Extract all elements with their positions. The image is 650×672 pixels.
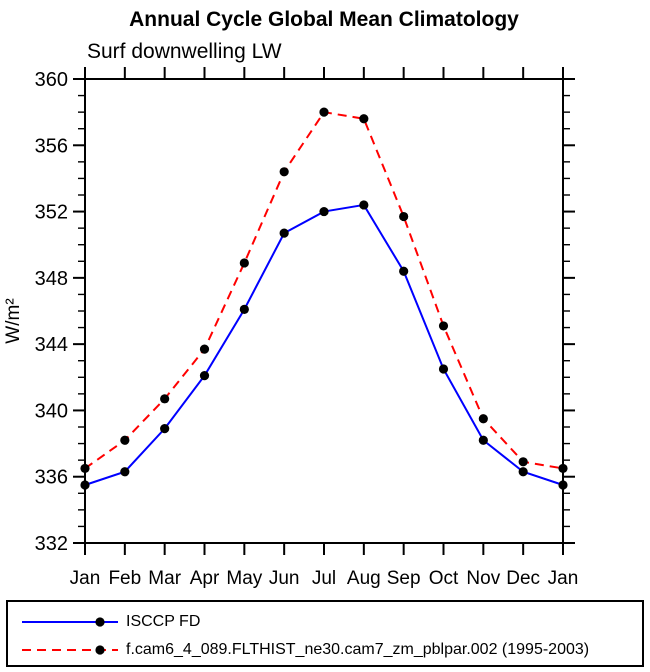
- x-axis-tick-label: May: [226, 568, 262, 589]
- data-point: [279, 167, 289, 177]
- legend-line-sample-dashed: [22, 645, 118, 655]
- data-point: [399, 266, 409, 276]
- y-axis-tick-label: 348: [35, 268, 68, 290]
- x-axis-tick-label: Dec: [506, 568, 540, 589]
- y-axis-tick-label: 332: [35, 533, 68, 555]
- data-point: [438, 321, 449, 331]
- y-axis-tick-label: 344: [35, 334, 68, 356]
- x-axis-tick-label: Jan: [70, 568, 101, 589]
- x-axis-tick-label: Jan: [548, 568, 579, 589]
- legend-label-observation: ISCCP FD: [126, 613, 201, 630]
- y-axis-tick-label: 340: [35, 400, 68, 422]
- y-axis-label: W/m²: [3, 298, 24, 343]
- data-point: [80, 463, 90, 474]
- data-point: [399, 211, 409, 222]
- data-point: [518, 467, 528, 477]
- x-axis-tick-label: Jul: [312, 568, 336, 589]
- data-point: [558, 463, 568, 474]
- legend-marker-dot-icon: [95, 617, 105, 627]
- legend-marker-dot-icon: [95, 645, 105, 655]
- y-axis-tick-label: 360: [35, 69, 68, 91]
- data-point: [80, 480, 90, 490]
- data-point: [160, 394, 170, 404]
- y-axis-tick-label: 336: [35, 467, 68, 489]
- data-line-1: [84, 111, 564, 470]
- data-point: [359, 200, 369, 210]
- data-point: [319, 206, 329, 217]
- data-point: [120, 435, 130, 445]
- data-point: [359, 114, 369, 124]
- x-axis-tick-label: Nov: [466, 568, 500, 589]
- legend-label-model: f.cam6_4_089.FLTHIST_ne30.cam7_zm_pblpar…: [126, 641, 590, 658]
- data-point: [239, 304, 249, 314]
- plot-box: [84, 78, 564, 544]
- x-axis-tick-label: Jun: [269, 568, 300, 589]
- y-axis-tick-label: 356: [35, 135, 68, 157]
- data-point: [518, 457, 528, 467]
- chart-title: Annual Cycle Global Mean Climatology: [129, 8, 519, 31]
- x-axis-tick-label: Apr: [190, 568, 220, 589]
- data-point: [438, 364, 449, 374]
- plot-area: Jan Feb Mar Apr May Jun Jul Aug Sep Oct Nov Dec Jan3…: [35, 67, 579, 589]
- x-axis-tick-label: Oct: [429, 568, 459, 589]
- data-point: [199, 344, 210, 354]
- legend-item-model: f.cam6_4_089.FLTHIST_ne30.cam7_zm_pblpar…: [20, 638, 642, 662]
- x-axis-tick-label: Feb: [108, 568, 141, 589]
- annual-cycle-chart: Annual Cycle Global Mean Climatology Sur…: [3, 8, 579, 589]
- legend: ISCCP FD f.cam6_4_089.FLTHIST_ne30.cam7_…: [6, 600, 644, 667]
- data-point: [478, 435, 488, 445]
- x-axis-tick-label: Aug: [347, 568, 381, 589]
- y-axis-tick-label: 352: [35, 202, 68, 224]
- data-point: [160, 424, 170, 434]
- data-point: [239, 258, 249, 268]
- data-point: [120, 467, 130, 477]
- legend-item-observation: ISCCP FD: [20, 610, 642, 634]
- data-line-0: [84, 203, 564, 486]
- data-point: [199, 371, 210, 381]
- data-point: [558, 480, 568, 490]
- data-point: [319, 107, 329, 117]
- chart-subtitle: Surf downwelling LW: [87, 40, 282, 63]
- data-point: [279, 228, 289, 238]
- legend-line-sample-solid: [22, 617, 118, 627]
- data-point: [478, 414, 488, 424]
- x-axis-tick-label: Sep: [387, 568, 421, 589]
- x-axis-tick-label: Mar: [148, 568, 181, 589]
